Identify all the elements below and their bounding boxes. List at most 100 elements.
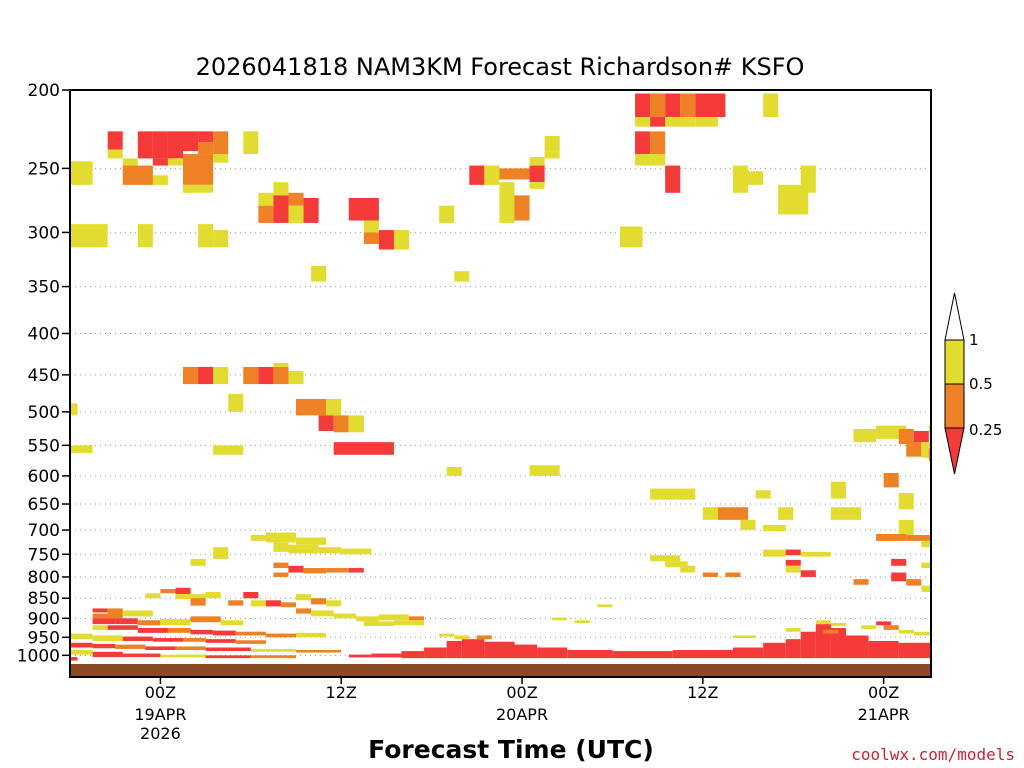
ri-cell — [401, 651, 425, 659]
ri-cell — [800, 165, 816, 193]
ri-cell — [318, 415, 334, 431]
ri-cell — [122, 158, 138, 166]
ri-cell — [454, 271, 470, 282]
ri-cell — [258, 192, 274, 206]
ri-cell — [70, 650, 93, 655]
ri-cell — [853, 428, 877, 443]
ri-cell — [205, 647, 251, 652]
ri-cell — [461, 639, 485, 659]
x-tick-year: 2026 — [140, 724, 181, 743]
ri-cell — [213, 154, 229, 163]
y-tick-label: 400 — [28, 324, 60, 344]
ri-cell — [695, 93, 726, 118]
y-tick-label: 250 — [28, 159, 60, 179]
y-tick-label: 350 — [28, 278, 60, 298]
ri-cell — [213, 131, 229, 155]
ri-cell — [672, 650, 733, 659]
ri-cell — [326, 600, 342, 607]
y-tick-label: 1000 — [17, 646, 60, 666]
ri-cell — [921, 585, 931, 592]
ri-cell — [763, 549, 786, 557]
ri-cell — [341, 548, 372, 555]
ri-cell — [439, 205, 455, 223]
ri-cell — [763, 93, 779, 118]
ri-cell — [537, 647, 568, 659]
ri-cell — [424, 647, 447, 659]
ri-cell — [265, 600, 281, 607]
ri-cell — [250, 655, 297, 659]
ri-cell — [356, 616, 379, 622]
ri-cell — [160, 654, 206, 658]
ri-cell — [265, 532, 297, 543]
ri-cell — [326, 568, 349, 573]
x-axis-label: Forecast Time (UTC) — [368, 735, 654, 764]
ri-cell — [650, 93, 666, 118]
x-tick-label: 00Z — [145, 683, 176, 702]
ri-cell — [876, 621, 892, 626]
ri-cell — [439, 633, 455, 637]
ri-cell — [883, 472, 899, 488]
ri-cell — [122, 610, 153, 617]
ri-cell — [70, 161, 93, 185]
x-tick-label: 00Z — [506, 683, 537, 702]
ri-cell — [823, 629, 839, 634]
ri-cell — [303, 568, 327, 574]
ri-cell — [296, 608, 312, 614]
y-tick-label: 300 — [28, 223, 60, 243]
ri-cell — [137, 620, 161, 626]
ri-cell — [650, 555, 681, 562]
ri-cell — [152, 175, 168, 185]
ri-cell — [529, 165, 545, 183]
ri-cell — [913, 631, 931, 636]
ri-cell — [529, 465, 560, 476]
colorbar-band-high — [944, 339, 965, 385]
ri-cell — [296, 594, 312, 601]
ri-cell — [107, 131, 123, 150]
ri-cell — [853, 579, 869, 585]
site-credit: coolwx.com/models — [851, 745, 1015, 764]
ri-cell — [70, 657, 78, 661]
ri-cell — [92, 643, 116, 649]
ri-cell — [906, 579, 922, 586]
plot-frame — [69, 89, 932, 678]
ri-cell — [898, 629, 914, 634]
ri-cell — [243, 366, 259, 385]
ri-cell — [167, 131, 184, 159]
ri-cell — [175, 587, 191, 595]
ri-cell — [122, 636, 153, 641]
y-tick-label: 500 — [28, 403, 60, 423]
ri-cell — [702, 507, 718, 520]
y-tick-label: 950 — [28, 628, 60, 648]
ri-cell — [107, 149, 123, 159]
ri-cell — [183, 154, 214, 185]
ri-cell — [273, 366, 289, 385]
ri-cell — [265, 633, 297, 638]
ri-cell — [378, 614, 410, 621]
ri-cell — [288, 544, 319, 554]
colorbar-legend: 1 0.5 0.25 — [944, 292, 1002, 475]
ri-cell — [363, 232, 379, 244]
ri-cell — [891, 558, 907, 566]
ri-cell — [318, 547, 342, 554]
ri-cell — [348, 654, 372, 658]
ri-cell — [348, 415, 364, 433]
ri-cell — [296, 632, 327, 638]
ri-cell — [296, 537, 327, 545]
ri-cell — [250, 600, 266, 607]
ri-cell — [228, 393, 244, 412]
ri-cell — [137, 131, 153, 159]
ri-cell — [92, 613, 123, 619]
ri-cell — [567, 650, 613, 659]
ri-cell — [635, 131, 651, 155]
ri-cell — [702, 572, 718, 577]
ri-cell — [70, 224, 108, 248]
ri-cell — [288, 370, 304, 385]
ri-cell — [921, 442, 931, 458]
ri-cell — [70, 633, 93, 640]
ri-cell — [235, 631, 266, 636]
colorbar-top-arrow — [944, 292, 965, 341]
data-cells — [70, 93, 931, 661]
ri-cell — [891, 572, 907, 582]
ri-cell — [665, 165, 681, 193]
